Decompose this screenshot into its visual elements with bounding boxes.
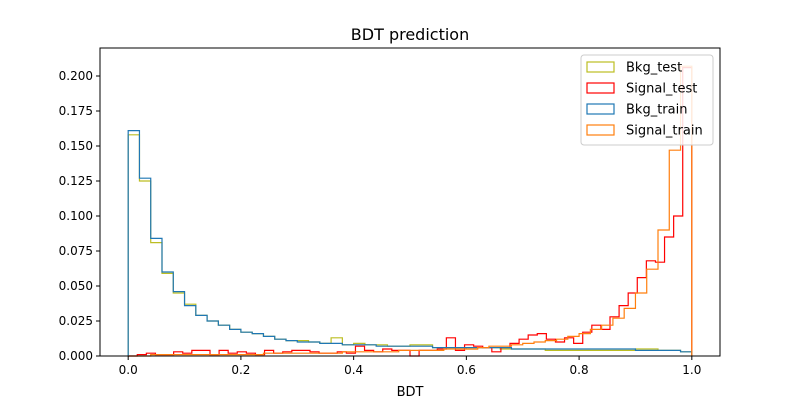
x-tick-label: 0.2: [231, 363, 250, 377]
x-tick-label: 0.6: [457, 363, 476, 377]
x-axis-label: BDT: [397, 385, 424, 400]
axis-layer: 0.0 0.2 0.4 0.6 0.8 1.0 0.000 0.025 0.050 0.075 0.…: [59, 69, 702, 377]
series-line-signal-train: [128, 65, 693, 357]
y-tick-label: 0.000: [59, 349, 93, 363]
y-tick-label: 0.075: [59, 244, 93, 258]
y-tick-label: 0.175: [59, 104, 93, 118]
y-tick-label: 0.200: [59, 69, 93, 83]
x-tick-label: 0.8: [570, 363, 589, 377]
legend-label: Bkg_train: [626, 103, 687, 118]
plot-frame: [99, 47, 721, 357]
legend-box: [580, 54, 714, 146]
x-tick-label: 0.0: [119, 363, 138, 377]
legend-label: Signal_test: [626, 82, 697, 97]
legend: Bkg_test Signal_test Bkg_train Signal_train: [580, 54, 714, 146]
y-tick-label: 0.025: [59, 314, 93, 328]
y-tick-label: 0.100: [59, 209, 93, 223]
y-tick-label: 0.150: [59, 139, 93, 153]
series-line-bkg-train: [127, 130, 693, 356]
legend-swatch: [586, 103, 615, 115]
legend-label: Bkg_test: [626, 61, 682, 76]
legend-swatch: [586, 82, 615, 94]
legend-label: Signal_train: [626, 124, 703, 139]
y-tick-label: 0.050: [59, 279, 93, 293]
series-layer: [127, 65, 693, 357]
legend-swatch: [586, 61, 615, 73]
x-tick-label: 0.4: [344, 363, 363, 377]
x-tick-label: 1.0: [682, 363, 701, 377]
chart-title: BDT prediction: [351, 25, 469, 44]
y-tick-label: 0.125: [59, 174, 93, 188]
legend-swatch: [586, 124, 615, 136]
